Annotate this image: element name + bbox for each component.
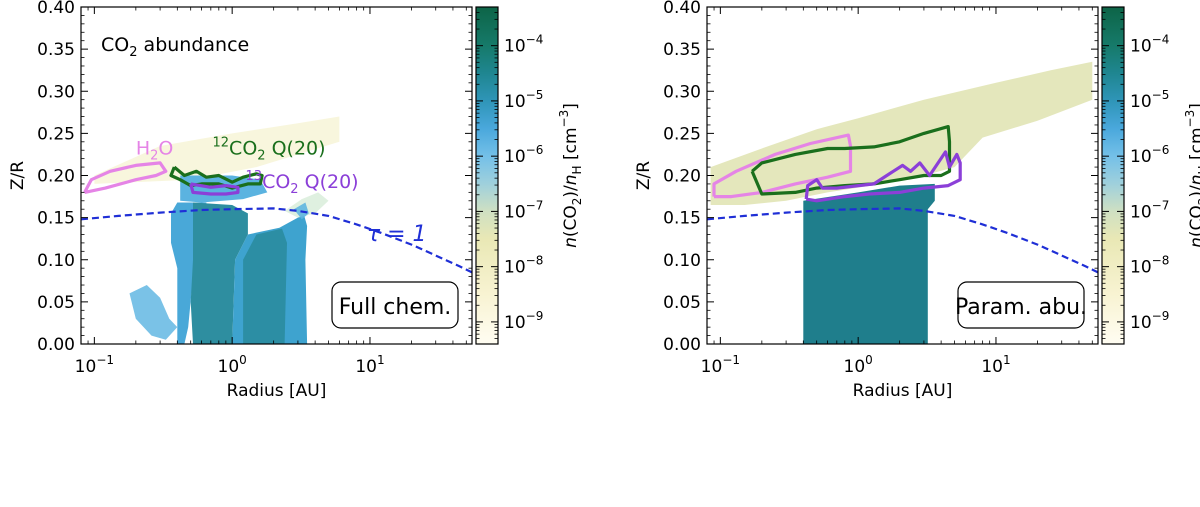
y-tick-label: 0.30 <box>37 82 75 102</box>
y-tick-label: 0.35 <box>37 40 75 60</box>
plot-area <box>707 7 1098 344</box>
y-tick-label: 0.35 <box>663 40 701 60</box>
y-tick-label: 0.15 <box>37 209 75 229</box>
region-scatter-patch <box>129 285 178 340</box>
co2-13-contour <box>804 150 962 203</box>
co2-13-contour <box>189 182 240 196</box>
y-tick-label: 0.00 <box>37 335 75 355</box>
y-axis-label: Z/R <box>8 161 28 190</box>
left-colorbar: 10−9 10−8 10−7 10−6 10−5 10−4 n(CO2)/nH [cm−3] <box>475 6 584 345</box>
region-inner-blue-layer <box>180 175 268 203</box>
colorbar-tick-label: 10−4 <box>504 33 543 57</box>
region-teal-column <box>803 183 935 344</box>
y-tick-label: 0.20 <box>37 167 75 187</box>
colorbar-tick-label: 10−8 <box>1130 254 1169 278</box>
y-axis-label: Z/R <box>634 161 654 190</box>
colorbar-tick-label: 10−6 <box>1130 143 1169 167</box>
tau-curve <box>707 207 1098 274</box>
region-upper-haze <box>94 116 340 184</box>
contour-label: H2O <box>136 137 174 163</box>
y-tick-label: 0.05 <box>663 293 701 313</box>
x-tick-label: 10−1 <box>75 353 114 377</box>
y-tick-label: 0.15 <box>663 209 701 229</box>
colorbar-tick-label: 10−5 <box>504 88 543 112</box>
tau-curve <box>81 207 472 274</box>
y-tick-label: 0.10 <box>663 251 701 271</box>
plot-area <box>81 7 472 344</box>
y-tick-label: 0.40 <box>663 0 701 18</box>
panel-title: CO2 abundance <box>101 34 249 60</box>
h2o-contour <box>83 161 168 194</box>
y-tick-label: 0.00 <box>663 335 701 355</box>
x-tick-label: 10−1 <box>701 353 740 377</box>
colorbar-gradient <box>475 6 499 345</box>
colorbar-tick-label: 10−6 <box>504 143 543 167</box>
x-axis-label: Radius [AU] <box>853 381 953 401</box>
x-tick-label: 101 <box>355 353 384 377</box>
colorbar-label: n(CO2)/nH [cm−3] <box>1183 103 1200 248</box>
tau-label: τ = 1 <box>367 222 427 247</box>
co2-12-contour <box>169 165 264 190</box>
colorbar-tick-label: 10−7 <box>1130 198 1169 222</box>
y-tick-label: 0.30 <box>663 82 701 102</box>
y-tick-label: 0.25 <box>37 124 75 144</box>
x-tick-label: 100 <box>844 353 873 377</box>
right-panel: 0.00 0.05 0.10 0.15 0.20 0.25 0.30 0.35 0.40 10−1… <box>634 0 1099 401</box>
model-label-box <box>331 281 459 329</box>
contour-label: 12CO2 Q(20) <box>213 135 326 163</box>
colorbar-tick-label: 10−5 <box>1130 88 1169 112</box>
y-tick-label: 0.05 <box>37 293 75 313</box>
y-tick-label: 0.10 <box>37 251 75 271</box>
colorbar-tick-label: 10−8 <box>504 254 543 278</box>
y-tick-label: 0.20 <box>663 167 701 187</box>
y-tick-label: 0.25 <box>663 124 701 144</box>
x-tick-label: 100 <box>218 353 247 377</box>
colorbar-label: n(CO2)/nH [cm−3] <box>557 103 584 248</box>
model-label: Full chem. <box>339 295 452 320</box>
colorbar-gradient <box>1101 6 1125 345</box>
contour-label: 13CO2 Q(20) <box>246 169 359 197</box>
colorbar-tick-label: 10−4 <box>1130 33 1169 57</box>
y-tick-label: 0.40 <box>37 0 75 18</box>
colorbar-tick-label: 10−7 <box>504 198 543 222</box>
colorbar-tick-label: 10−9 <box>504 309 543 333</box>
model-label: Param. abu. <box>955 295 1087 320</box>
region-column-right-teal <box>243 228 287 344</box>
left-panel: 0.00 0.05 0.10 0.15 0.20 0.25 0.30 0.35 0.40 10−1… <box>8 0 473 401</box>
region-yellow-wedge <box>710 61 1093 205</box>
right-colorbar: 10−9 10−8 10−7 10−6 10−5 10−4 n(CO2)/nH [cm−3] <box>1101 6 1200 345</box>
x-axis-label: Radius [AU] <box>227 381 327 401</box>
colorbar-tick-label: 10−9 <box>1130 309 1169 333</box>
region-column-mid <box>190 202 248 344</box>
x-tick-label: 101 <box>981 353 1010 377</box>
model-label-box <box>957 281 1085 329</box>
